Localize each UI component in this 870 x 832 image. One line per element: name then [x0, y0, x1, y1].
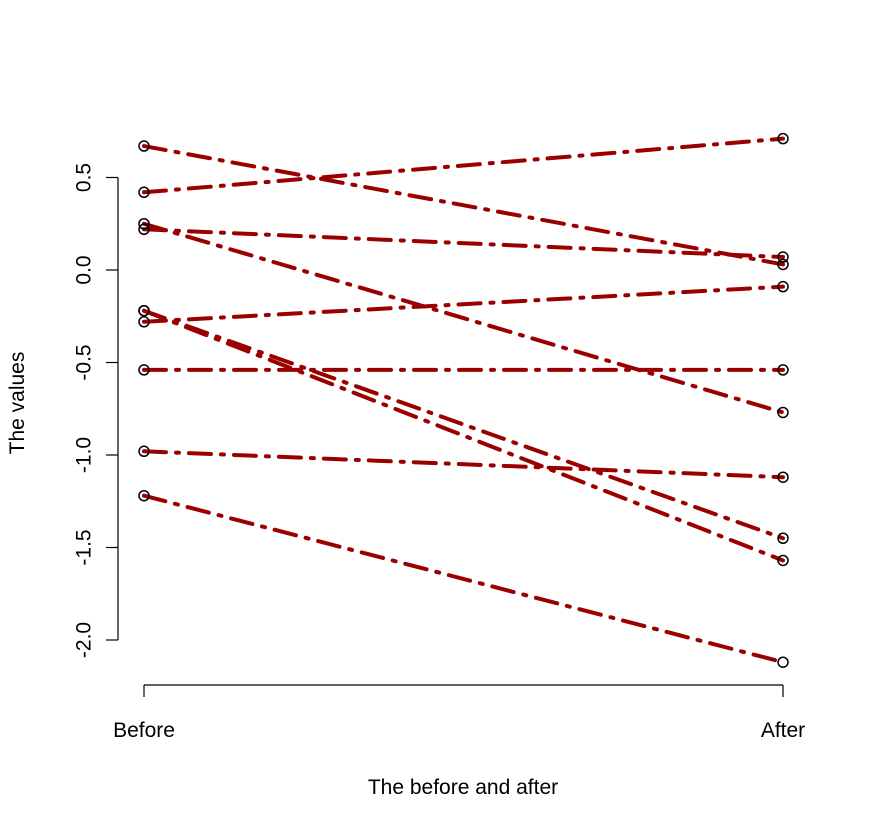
series-line-4: [142, 227, 785, 260]
series-markers: [138, 132, 789, 668]
marker-before-3: [138, 218, 150, 230]
y-axis-title: The values: [6, 352, 29, 455]
marker-before-9: [138, 445, 150, 458]
x-axis: Before After: [113, 684, 805, 742]
marker-before-8: [138, 364, 150, 376]
marker-after-8: [777, 364, 789, 376]
y-tick-label: -1.5: [73, 529, 96, 565]
marker-before-7: [138, 316, 150, 328]
y-tick-label: -2.0: [73, 622, 96, 658]
marker-after-7: [777, 280, 789, 293]
marker-before-1: [138, 140, 150, 152]
marker-after-6: [777, 532, 789, 544]
marker-before-6: [138, 304, 150, 317]
series-line-9: [142, 449, 785, 480]
marker-before-2: [138, 186, 150, 199]
marker-after-2: [777, 132, 789, 145]
marker-after-1: [777, 258, 789, 271]
x-axis-title: The before and after: [368, 776, 558, 799]
y-tick-label: 0.5: [73, 163, 96, 192]
marker-after-9: [777, 471, 789, 483]
y-tick-label: -1.0: [73, 437, 96, 473]
marker-before-4: [138, 223, 150, 236]
series-line-7: [142, 284, 785, 324]
y-axis: -2.0 -1.5 -1.0 -0.5 0.0 0.5: [73, 163, 119, 658]
series-line-6: [142, 308, 785, 541]
series-line-3: [142, 221, 785, 415]
series-line-1: [142, 144, 785, 267]
marker-before-10: [138, 489, 150, 502]
marker-after-5: [777, 554, 789, 567]
marker-after-3: [777, 406, 789, 419]
marker-after-4: [777, 251, 789, 263]
x-tick-label: Before: [113, 719, 175, 742]
series-line-5: [142, 308, 785, 563]
y-tick-label: -0.5: [73, 344, 96, 380]
x-tick-label: After: [761, 719, 805, 742]
y-tick-label: 0.0: [73, 255, 96, 284]
series-line-10: [142, 493, 785, 665]
series-lines: [142, 136, 785, 665]
marker-after-10: [777, 656, 789, 668]
series-line-2: [142, 136, 785, 195]
